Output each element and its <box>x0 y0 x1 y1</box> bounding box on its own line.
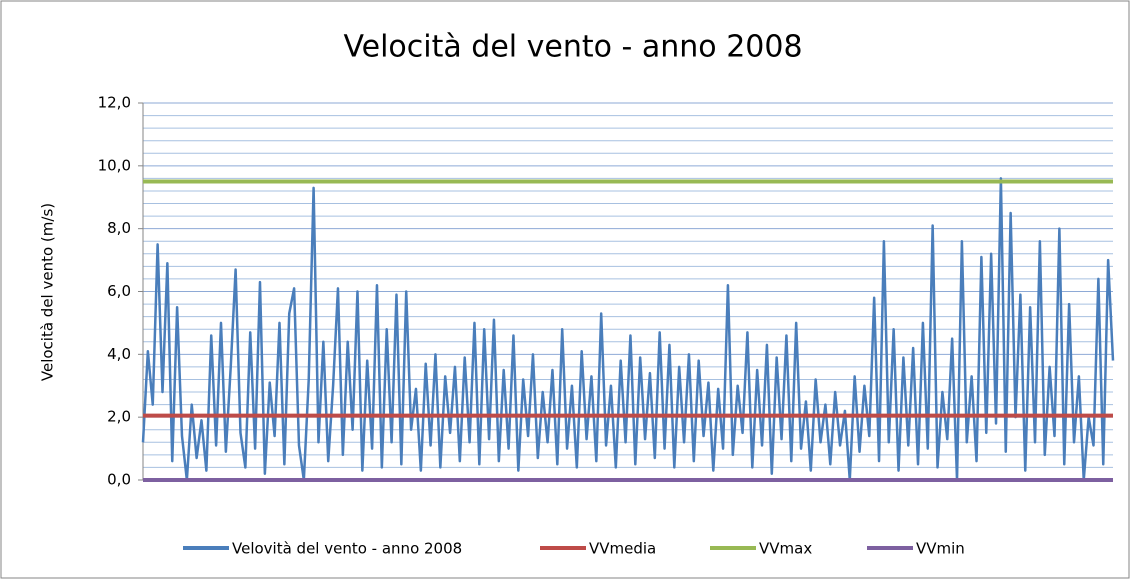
y-tick-label: 0,0 <box>107 471 131 489</box>
legend-label: VVmedia <box>589 540 656 558</box>
y-tick-label: 8,0 <box>107 219 131 237</box>
y-tick-label: 2,0 <box>107 408 131 426</box>
series-line <box>141 177 1115 482</box>
y-tick-label: 4,0 <box>107 345 131 363</box>
chart-title: Velocità del vento - anno 2008 <box>343 30 802 65</box>
legend-label: VVmax <box>759 540 812 558</box>
y-tick-label: 12,0 <box>98 94 131 112</box>
y-axis-label: Velocità del vento (m/s) <box>39 203 57 381</box>
y-tick-label: 6,0 <box>107 282 131 300</box>
y-tick-label: 10,0 <box>98 156 131 174</box>
legend-label: VVmin <box>916 540 965 558</box>
legend-label: Velovità del vento - anno 2008 <box>232 540 462 558</box>
